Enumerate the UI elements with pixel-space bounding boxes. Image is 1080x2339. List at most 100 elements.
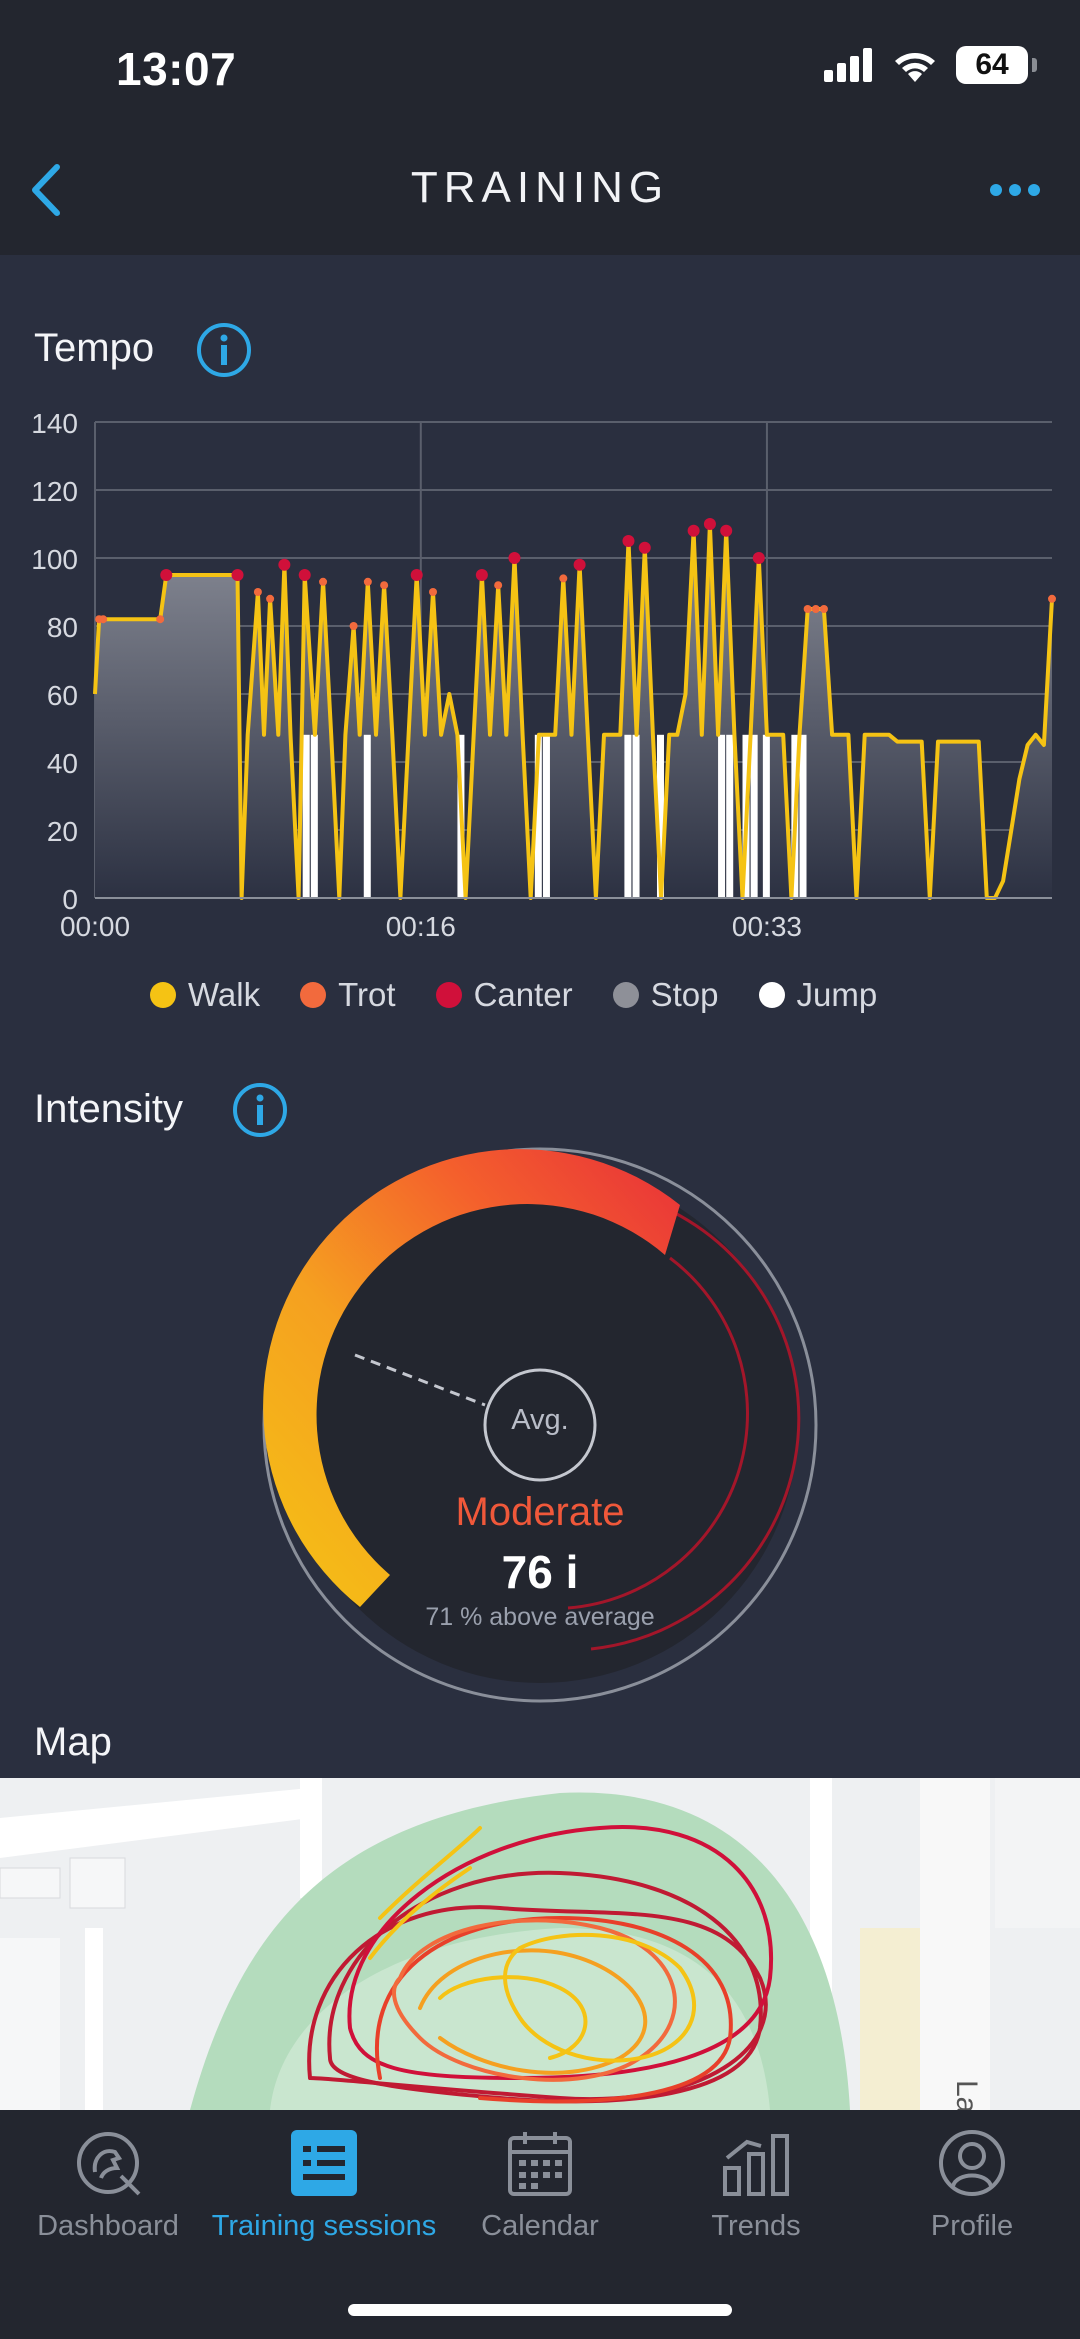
y-tick-label: 100: [31, 544, 78, 575]
map-street-label: La: [949, 2080, 983, 2114]
gait-point: [1048, 594, 1056, 603]
y-tick-label: 120: [31, 476, 78, 507]
gait-point: [752, 552, 765, 564]
gait-point: [319, 577, 328, 586]
y-tick-label: 0: [62, 884, 78, 915]
tab-trends-label: Trends: [711, 2210, 801, 2242]
gait-point: [429, 588, 438, 596]
more-options-button[interactable]: [980, 170, 1050, 210]
home-indicator: [348, 2304, 732, 2316]
gait-point: [720, 524, 733, 537]
tempo-info-icon[interactable]: [196, 322, 252, 378]
jump-bar: [534, 734, 542, 898]
jump-bar: [632, 734, 640, 898]
gait-point: [622, 535, 635, 547]
legend-label: Stop: [650, 976, 719, 1013]
x-tick-label: 00:16: [386, 911, 456, 942]
gauge-average-marker: [354, 1353, 486, 1407]
x-tick-label: 00:00: [60, 911, 130, 942]
gauge-remaining-track: [590, 1210, 801, 1651]
jump-bar: [542, 734, 550, 898]
legend-swatch: [612, 982, 639, 1008]
tempo-title: Tempo: [34, 326, 155, 370]
tab-profile-label: Profile: [930, 2210, 1014, 2242]
gauge-remaining-inner: [567, 1256, 749, 1610]
gait-point: [156, 615, 165, 624]
status-time: 13:07: [116, 43, 237, 95]
y-tick-label: 60: [47, 680, 78, 711]
intensity-level: Moderate: [455, 1490, 625, 1534]
gait-point: [363, 577, 372, 586]
top-bar: 13:07 64 TRAINING: [0, 0, 1080, 255]
legend-label: Trot: [338, 976, 396, 1013]
legend-label: Jump: [796, 976, 878, 1013]
tempo-chart: 0 20 40 60 80 100 120 140 00:00 00:16 00:33: [31, 408, 1056, 942]
gait-point: [573, 558, 586, 571]
gauge-average-label: Avg.: [511, 1404, 569, 1436]
gait-point: [380, 581, 389, 590]
gait-point: [266, 594, 275, 603]
training-sessions-icon: [289, 2128, 359, 2198]
gauge-average-circle: [483, 1368, 597, 1482]
chevron-left-icon: [32, 164, 60, 216]
gait-point: [231, 569, 244, 581]
legend-item-walk: Walk: [150, 976, 260, 1014]
jump-bar: [656, 734, 664, 898]
intensity-title: Intensity: [34, 1087, 183, 1131]
jump-bar: [718, 734, 726, 898]
legend-item-stop: Stop: [612, 976, 719, 1014]
tab-dashboard[interactable]: Dashboard: [0, 2110, 216, 2280]
intensity-value: 76 i: [501, 1546, 579, 1598]
gait-point: [349, 622, 358, 630]
legend-swatch: [435, 982, 462, 1008]
gait-point: [559, 574, 568, 583]
gait-point: [638, 541, 651, 554]
gait-point: [819, 605, 828, 613]
tab-dashboard-label: Dashboard: [37, 2210, 179, 2242]
page-title: TRAINING: [410, 163, 670, 212]
gauge-fill-arc: [263, 1149, 680, 1607]
tempo-line: [93, 522, 1054, 900]
tempo-legend: Walk Trot Canter Stop Jump: [150, 976, 877, 1014]
tab-training-sessions-label: Training sessions: [211, 2210, 437, 2242]
jump-bar: [624, 734, 632, 898]
jump-bar: [363, 734, 371, 898]
gait-point: [687, 524, 700, 537]
y-tick-label: 40: [47, 748, 78, 779]
profile-icon: [937, 2128, 1007, 2198]
gait-point: [99, 615, 108, 624]
tab-calendar[interactable]: Calendar: [432, 2110, 648, 2280]
y-tick-label: 80: [47, 612, 78, 643]
legend-swatch: [300, 982, 327, 1008]
jump-bar: [302, 734, 310, 898]
route-map[interactable]: [0, 1778, 1080, 2110]
jump-bar: [762, 734, 770, 898]
gait-point: [410, 569, 423, 581]
tab-profile[interactable]: Profile: [864, 2110, 1080, 2280]
bottom-tab-bar: Dashboard Training sessions: [0, 2110, 1080, 2339]
map-canvas: [0, 1778, 1080, 2110]
gait-point: [475, 569, 488, 581]
tab-training-sessions[interactable]: Training sessions: [212, 2110, 436, 2280]
gait-point: [703, 518, 716, 530]
legend-item-jump: Jump: [758, 976, 878, 1014]
gait-point: [494, 581, 503, 590]
y-tick-label: 140: [31, 408, 78, 439]
legend-label: Canter: [473, 976, 573, 1013]
calendar-icon: [505, 2128, 575, 2198]
map-title: Map: [34, 1720, 112, 1764]
gait-point: [298, 569, 311, 581]
gait-point: [803, 605, 812, 613]
dashboard-icon: [73, 2128, 143, 2198]
x-tick-label: 00:33: [732, 911, 802, 942]
status-icons: 64: [824, 46, 1037, 84]
more-dots-icon: [990, 184, 1040, 196]
back-button[interactable]: [16, 160, 76, 220]
gait-point: [811, 605, 820, 613]
tab-trends[interactable]: Trends: [648, 2110, 864, 2280]
intensity-gauge: [262, 1147, 818, 1703]
wifi-icon: [895, 53, 935, 82]
intensity-info-icon[interactable]: [232, 1082, 288, 1138]
gait-point: [508, 552, 521, 564]
jump-bar: [799, 734, 807, 898]
